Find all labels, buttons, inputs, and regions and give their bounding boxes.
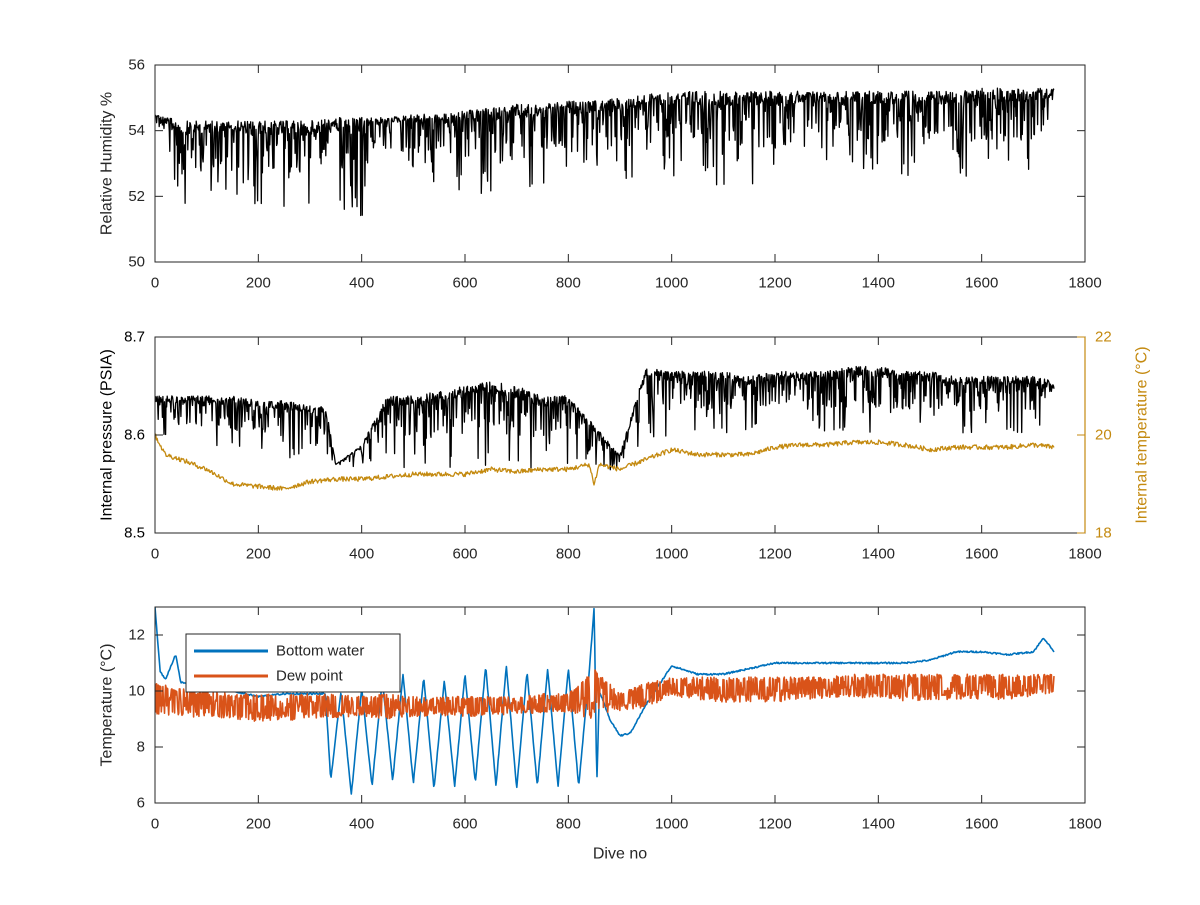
y-tick-label: 54	[128, 122, 145, 139]
x-tick-label: 600	[452, 816, 477, 833]
x-tick-label: 1400	[862, 275, 895, 292]
x-tick-label: 1800	[1068, 816, 1101, 833]
x-tick-label: 1600	[965, 816, 998, 833]
x-tick-label: 1200	[758, 546, 791, 563]
plot-area	[155, 87, 1055, 217]
x-tick-label: 600	[452, 546, 477, 563]
x-tick-label: 800	[556, 275, 581, 292]
y-right-tick-label: 22	[1095, 329, 1112, 346]
axes-box	[154, 606, 1086, 804]
x-axis-label: Dive no	[593, 846, 647, 863]
x-tick-label: 1400	[862, 546, 895, 563]
legend: Bottom water Dew point	[185, 633, 401, 693]
x-tick-label: 1200	[758, 275, 791, 292]
x-tick-label: 1600	[965, 546, 998, 563]
y-tick-label: 8.5	[124, 525, 145, 542]
y-tick-label: 8.6	[124, 427, 145, 444]
y-tick-label: 56	[128, 57, 145, 74]
bottom-water-line	[155, 607, 1055, 795]
series-2-line	[155, 433, 1055, 491]
panel-2: 0 200 400 600 800 1000 1200 1400 1600 1800 8.5 8.6 8…	[99, 329, 1151, 563]
series-1-line	[155, 365, 1055, 471]
x-tick-label: 600	[452, 275, 477, 292]
x-tick-label: 200	[246, 546, 271, 563]
x-tick-label: 1000	[655, 546, 688, 563]
plot-area	[155, 365, 1055, 491]
plot-area	[155, 607, 1055, 795]
x-tick-label: 1000	[655, 816, 688, 833]
x-tick-label: 1800	[1068, 275, 1101, 292]
panel-3: 0 200 400 600 800 1000 1200 1400 1600 1800 6 8 10 12 T…	[99, 606, 1102, 863]
y-tick-label: 50	[128, 254, 145, 271]
axes-box	[154, 64, 1086, 263]
x-tick-label: 400	[349, 275, 374, 292]
y-tick-label: 8	[137, 739, 145, 756]
x-tick-label: 200	[246, 275, 271, 292]
y-axis-label: Internal pressure (PSIA)	[99, 349, 116, 521]
x-tick-label: 0	[151, 816, 159, 833]
series-1-line	[155, 87, 1055, 217]
y-tick-label: 6	[137, 795, 145, 812]
x-tick-label: 1800	[1068, 546, 1101, 563]
y-axis-label: Relative Humidity %	[99, 92, 116, 235]
panel-1: 0 200 400 600 800 1000 1200 1400 1600 1800 50 52 54 5…	[99, 57, 1102, 292]
x-tick-label: 1200	[758, 816, 791, 833]
y-tick-label: 52	[128, 188, 145, 205]
y-axis-label: Temperature (°C)	[99, 644, 116, 767]
legend-label: Bottom water	[276, 643, 364, 660]
x-tick-label: 1400	[862, 816, 895, 833]
x-tick-label: 1000	[655, 275, 688, 292]
y-right-tick-label: 18	[1095, 525, 1112, 542]
legend-box	[185, 633, 401, 693]
dew-point-line	[155, 669, 1055, 722]
legend-label: Dew point	[276, 668, 344, 685]
y-tick-label: 12	[128, 627, 145, 644]
x-tick-label: 200	[246, 816, 271, 833]
x-tick-label: 0	[151, 275, 159, 292]
y-tick-label: 8.7	[124, 329, 145, 346]
x-tick-label: 400	[349, 816, 374, 833]
x-tick-label: 800	[556, 546, 581, 563]
y-right-tick-label: 20	[1095, 427, 1112, 444]
x-tick-label: 400	[349, 546, 374, 563]
x-tick-label: 800	[556, 816, 581, 833]
x-tick-label: 1600	[965, 275, 998, 292]
x-tick-label: 0	[151, 546, 159, 563]
y-tick-label: 10	[128, 683, 145, 700]
y-right-axis-label: Internal temperature (°C)	[1134, 346, 1151, 523]
